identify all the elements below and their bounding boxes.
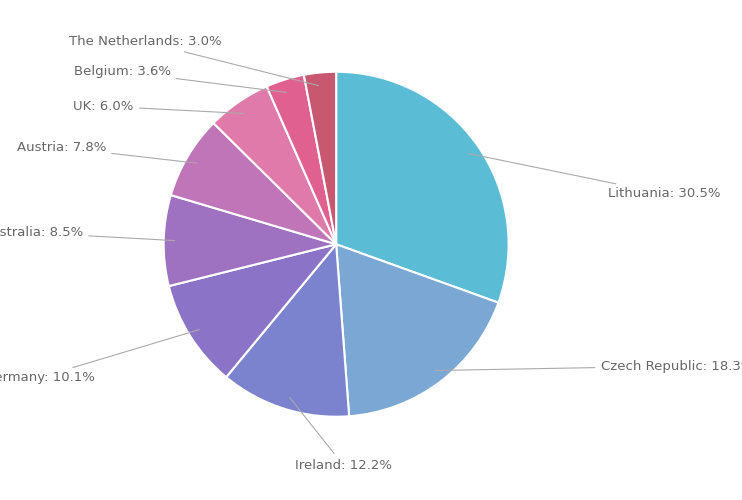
Wedge shape	[214, 86, 336, 244]
Text: UK: 6.0%: UK: 6.0%	[73, 100, 243, 114]
Text: Ireland: 12.2%: Ireland: 12.2%	[290, 398, 392, 471]
Text: Australia: 8.5%: Australia: 8.5%	[0, 226, 174, 240]
Wedge shape	[171, 123, 336, 244]
Wedge shape	[169, 244, 336, 377]
Text: Belgium: 3.6%: Belgium: 3.6%	[73, 66, 286, 92]
Wedge shape	[164, 195, 336, 286]
Wedge shape	[303, 72, 336, 244]
Text: Austria: 7.8%: Austria: 7.8%	[17, 141, 197, 163]
Wedge shape	[336, 72, 508, 302]
Wedge shape	[336, 244, 499, 416]
Text: Czech Republic: 18.3%: Czech Republic: 18.3%	[435, 360, 742, 372]
Text: Lithuania: 30.5%: Lithuania: 30.5%	[469, 154, 720, 200]
Text: The Netherlands: 3.0%: The Netherlands: 3.0%	[68, 36, 318, 86]
Wedge shape	[226, 244, 349, 416]
Text: Germany: 10.1%: Germany: 10.1%	[0, 330, 200, 384]
Wedge shape	[266, 75, 336, 244]
